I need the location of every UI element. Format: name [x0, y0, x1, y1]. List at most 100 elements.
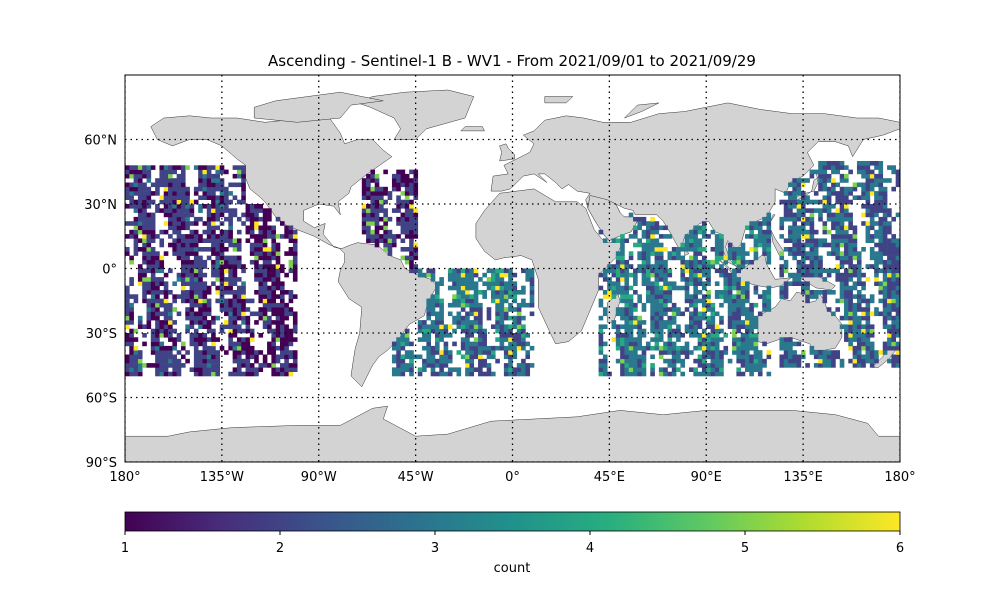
count-cell	[236, 328, 242, 334]
count-cell	[193, 247, 199, 252]
count-cell	[292, 229, 298, 235]
count-cell	[417, 324, 423, 329]
count-cell	[856, 320, 862, 325]
count-cell	[137, 247, 143, 252]
count-cell	[878, 229, 884, 235]
count-cell	[215, 182, 221, 188]
count-cell	[439, 350, 444, 355]
count-cell	[219, 251, 225, 256]
count-cell	[447, 268, 453, 274]
count-cell	[284, 272, 289, 278]
count-cell	[848, 285, 853, 291]
count-cell	[835, 242, 841, 248]
count-cell	[482, 363, 487, 368]
count-cell	[486, 367, 492, 372]
count-cell	[839, 251, 845, 256]
count-cell	[887, 264, 892, 269]
count-cell	[710, 311, 716, 317]
count-cell	[719, 251, 724, 256]
count-cell	[882, 208, 888, 213]
count-cell	[852, 281, 858, 286]
count-cell	[869, 255, 875, 261]
count-cell	[228, 259, 233, 265]
count-cell	[232, 195, 238, 200]
count-cell	[611, 238, 617, 243]
count-cell	[193, 345, 199, 351]
count-cell	[809, 294, 815, 299]
count-cell	[146, 195, 152, 200]
count-cell	[749, 354, 754, 360]
count-cell	[383, 199, 388, 205]
count-cell	[460, 324, 466, 329]
count-cell	[839, 238, 845, 243]
count-cell	[180, 216, 186, 222]
count-cell	[503, 290, 509, 295]
count-cell	[224, 277, 229, 282]
count-cell	[288, 341, 294, 347]
count-cell	[813, 268, 819, 274]
count-cell	[701, 341, 707, 347]
count-cell	[426, 302, 431, 308]
count-cell	[267, 277, 272, 282]
count-cell	[641, 255, 647, 261]
count-cell	[895, 341, 900, 347]
count-cell	[142, 277, 147, 282]
count-cell	[861, 173, 866, 179]
count-cell	[262, 311, 268, 317]
count-cell	[882, 178, 888, 183]
count-cell	[732, 324, 737, 329]
count-cell	[650, 337, 655, 342]
count-cell	[271, 302, 276, 308]
count-cell	[172, 281, 177, 286]
count-cell	[262, 358, 268, 364]
count-cell	[598, 350, 604, 355]
count-cell	[435, 320, 440, 325]
count-cell	[258, 255, 264, 261]
count-cell	[129, 358, 134, 364]
count-cell	[693, 285, 698, 291]
count-cell	[206, 208, 212, 213]
count-cell	[689, 324, 694, 329]
count-cell	[163, 191, 169, 196]
count-cell	[142, 238, 147, 243]
count-cell	[172, 169, 177, 175]
count-cell	[805, 229, 810, 235]
count-cell	[473, 315, 479, 321]
count-cell	[710, 333, 716, 338]
count-cell	[869, 238, 875, 243]
count-cell	[887, 341, 892, 347]
count-cell	[663, 281, 668, 286]
count-cell	[895, 358, 900, 364]
count-cell	[129, 191, 134, 196]
count-cell	[193, 229, 199, 235]
count-cell	[443, 371, 449, 377]
count-cell	[856, 328, 862, 334]
count-cell	[796, 264, 802, 269]
count-cell	[150, 345, 156, 351]
count-cell	[839, 294, 845, 299]
count-cell	[271, 350, 276, 355]
count-cell	[236, 363, 242, 368]
count-cell	[486, 311, 492, 317]
count-cell	[654, 311, 660, 317]
count-cell	[822, 165, 828, 170]
count-cell	[887, 178, 892, 183]
count-cell	[456, 272, 462, 278]
count-cell	[676, 328, 681, 334]
count-cell	[383, 169, 388, 175]
count-cell	[211, 354, 216, 360]
count-cell	[637, 333, 642, 338]
count-cell	[745, 251, 750, 256]
count-cell	[529, 302, 535, 308]
count-cell	[512, 341, 518, 347]
count-cell	[495, 298, 500, 304]
count-cell	[193, 294, 199, 299]
count-cell	[198, 247, 203, 252]
count-cell	[249, 251, 255, 256]
count-cell	[198, 337, 203, 342]
count-cell	[129, 294, 134, 299]
count-cell	[714, 311, 720, 317]
count-cell	[168, 307, 173, 312]
count-cell	[137, 221, 143, 226]
count-cell	[800, 268, 806, 274]
